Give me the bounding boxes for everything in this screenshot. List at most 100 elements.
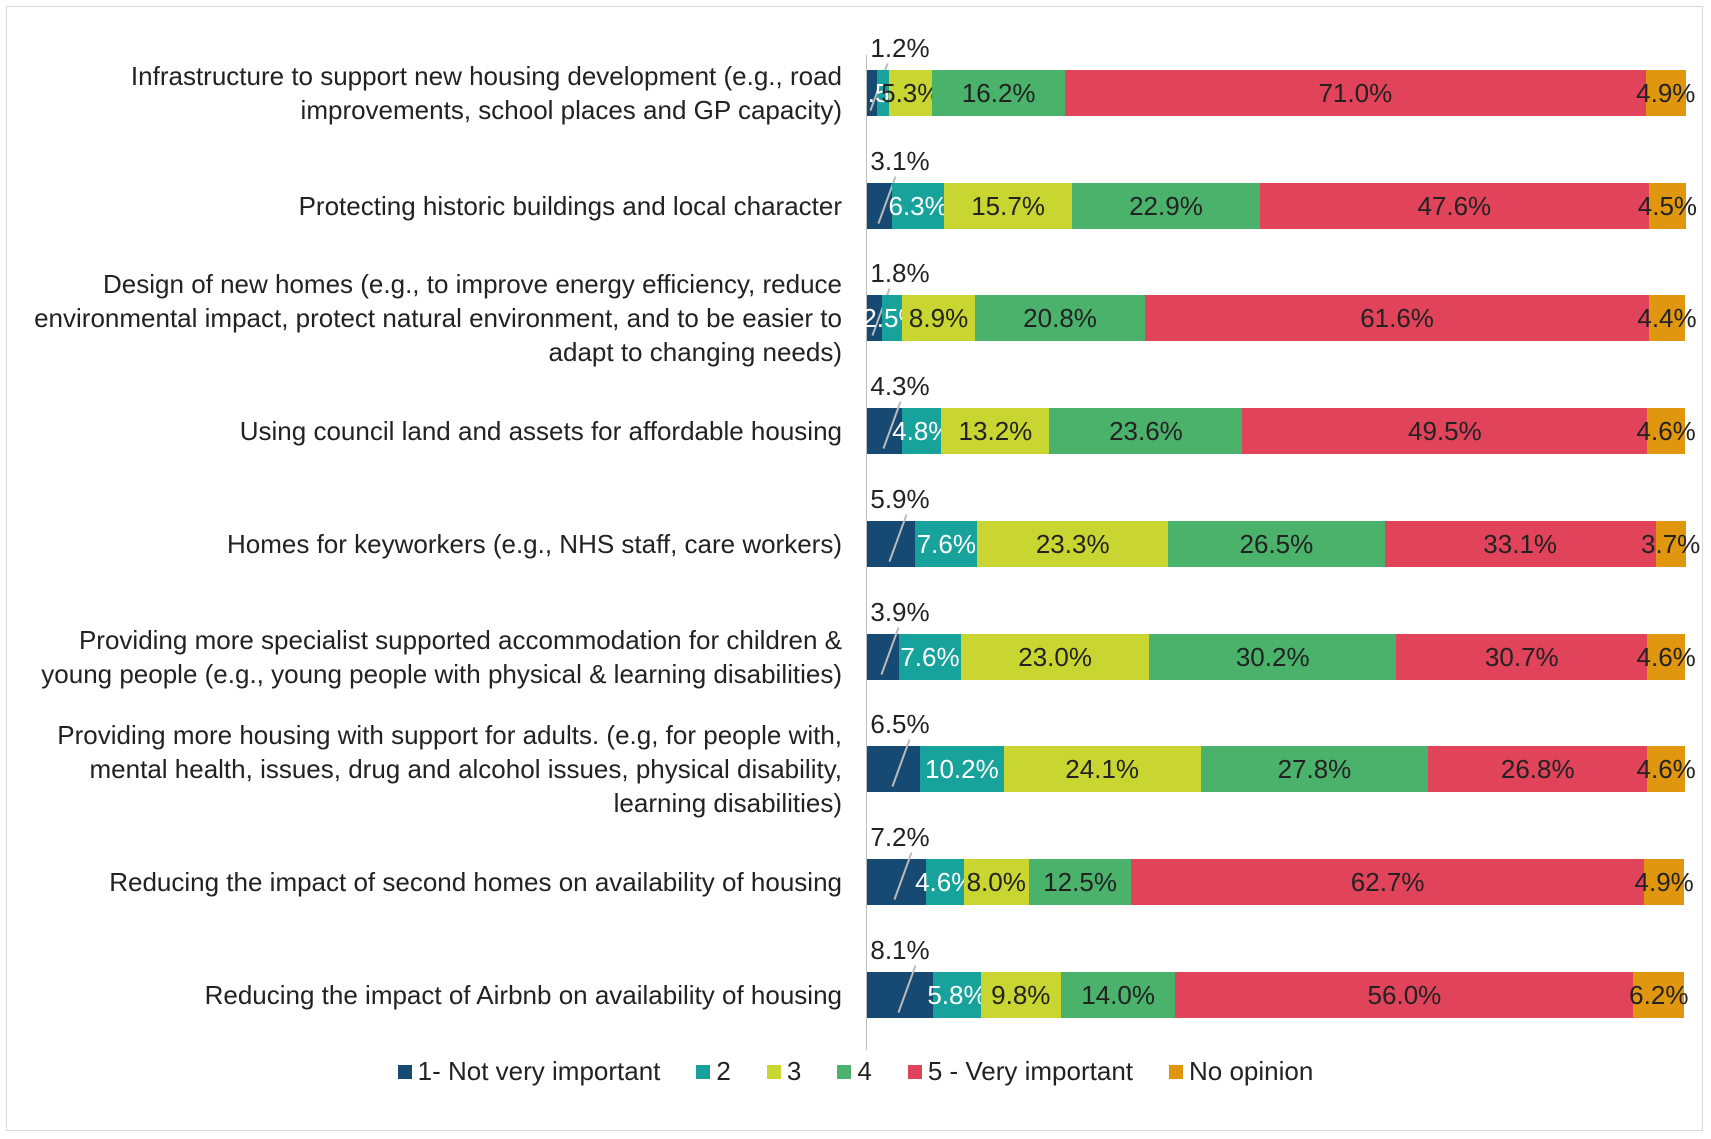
- bar-segment: [902, 295, 975, 342]
- bar-segment: [977, 520, 1169, 567]
- category-label: Reducing the impact of Airbnb on availab…: [204, 979, 842, 1010]
- value-label: 6.2%: [1629, 979, 1689, 1010]
- bar-segment: [1064, 70, 1646, 116]
- chart-frame: [6, 6, 1703, 1131]
- bar-segment: [1647, 746, 1685, 793]
- bar-segment: [1168, 520, 1385, 567]
- category-label: Providing more specialist supported acco…: [41, 624, 842, 689]
- bar-segment: [1645, 70, 1686, 116]
- bar-segment: [1633, 971, 1685, 1018]
- value-label: 62.7%: [1350, 866, 1425, 897]
- legend-label: 4: [857, 1056, 872, 1086]
- bar-segment: [1644, 858, 1685, 905]
- category-label: Protecting historic buildings and local …: [298, 190, 842, 221]
- bar-segment: [920, 746, 1004, 793]
- value-label: 3.9%: [870, 596, 930, 627]
- value-label: 5.3%: [881, 78, 941, 108]
- value-label: 30.7%: [1484, 641, 1559, 672]
- legend-item: 3: [766, 1056, 802, 1087]
- bar-segment: [1145, 295, 1649, 342]
- value-label: 10.2%: [925, 754, 999, 785]
- bar-segment: [1175, 971, 1634, 1018]
- value-label: 26.5%: [1239, 528, 1314, 559]
- bar-segment: [889, 70, 933, 116]
- legend-swatch: [907, 1064, 922, 1079]
- value-label: 33.1%: [1483, 528, 1558, 559]
- legend-label: 3: [786, 1056, 802, 1086]
- bar-segment: [943, 182, 1073, 229]
- value-label: 3.7%: [1641, 528, 1701, 559]
- bar-segment: [1242, 408, 1648, 455]
- bar-segment: [1028, 858, 1132, 905]
- value-label: 4.6%: [1636, 416, 1696, 447]
- legend-item: 5 - Very important: [907, 1056, 1134, 1087]
- value-label: 4.3%: [870, 371, 930, 402]
- value-label: 16.2%: [961, 78, 1036, 108]
- bar-segment: [1647, 633, 1685, 680]
- legend-label: 5 - Very important: [927, 1056, 1134, 1086]
- category-label: Infrastructure to support new housing de…: [130, 61, 842, 125]
- category-label: Using council land and assets for afford…: [239, 416, 842, 447]
- value-label: 6.3%: [888, 190, 948, 221]
- bar-segment: [1131, 858, 1645, 905]
- legend-swatch: [397, 1064, 412, 1079]
- value-label: 23.0%: [1018, 641, 1092, 672]
- value-label: 15.7%: [971, 190, 1045, 221]
- value-label: 4.9%: [1636, 78, 1696, 108]
- bar-segment: [1049, 408, 1243, 455]
- value-label: 4.9%: [1634, 866, 1694, 897]
- value-label: 7.6%: [900, 641, 960, 672]
- value-label: 5.9%: [870, 483, 930, 514]
- value-label: 4.6%: [1636, 641, 1696, 672]
- value-label: 30.2%: [1235, 641, 1310, 672]
- value-label: 8.9%: [908, 303, 969, 334]
- value-label: 4.4%: [1637, 303, 1697, 334]
- legend-label: 2: [716, 1056, 731, 1086]
- bar-segment: [1384, 520, 1656, 567]
- bar-segment: [881, 295, 903, 342]
- legend-item: 2: [696, 1056, 731, 1087]
- bar-segment: [933, 971, 981, 1018]
- value-label: 13.2%: [958, 416, 1033, 447]
- bar-segment: [1003, 746, 1201, 793]
- bar-segment: [867, 746, 921, 793]
- value-label: 6.5%: [870, 709, 930, 740]
- value-label: 27.8%: [1277, 754, 1352, 785]
- bar-segment: [1072, 182, 1260, 229]
- bar-segment: [902, 408, 942, 455]
- value-label: 24.1%: [1065, 754, 1140, 785]
- value-label: 8.1%: [870, 934, 930, 965]
- bar-segment: [892, 182, 944, 229]
- value-label: 1.8%: [870, 258, 930, 289]
- legend-item: No opinion: [1169, 1056, 1313, 1087]
- bar-segment: [867, 858, 926, 905]
- bar-segment: [1649, 182, 1686, 229]
- legend-swatch: [837, 1064, 852, 1079]
- value-label: 3.1%: [870, 145, 930, 176]
- legend-swatch: [1169, 1064, 1184, 1079]
- legend-label: No opinion: [1189, 1056, 1314, 1086]
- bar-segment: [941, 408, 1050, 455]
- bar-segment: [1060, 971, 1176, 1018]
- category-label: Providing more housing with support for …: [57, 720, 842, 819]
- bar-segment: [867, 971, 934, 1018]
- bar-segment: [867, 70, 877, 116]
- bar-segment: [1649, 295, 1685, 342]
- bar-segment: [876, 70, 890, 116]
- value-label: 56.0%: [1367, 979, 1442, 1010]
- value-label: 4.5%: [1637, 190, 1698, 221]
- category-label: Design of new homes (e.g., to improve en…: [34, 269, 842, 368]
- value-label: 47.6%: [1417, 190, 1492, 221]
- bar-segment: [1655, 520, 1686, 567]
- bar-segment: [961, 633, 1150, 680]
- legend-swatch: [696, 1064, 711, 1079]
- value-label: 4.6%: [1636, 754, 1696, 785]
- bar-segment: [1259, 182, 1649, 229]
- value-label: 20.8%: [1023, 303, 1097, 334]
- category-label: Homes for keyworkers (e.g., NHS staff, c…: [226, 528, 842, 559]
- bar-segment: [867, 520, 916, 567]
- legend-item: 1- Not very important: [397, 1056, 660, 1087]
- legend-swatch: [766, 1064, 781, 1079]
- value-label: 1.2%: [870, 33, 930, 63]
- value-label: 23.6%: [1109, 416, 1183, 447]
